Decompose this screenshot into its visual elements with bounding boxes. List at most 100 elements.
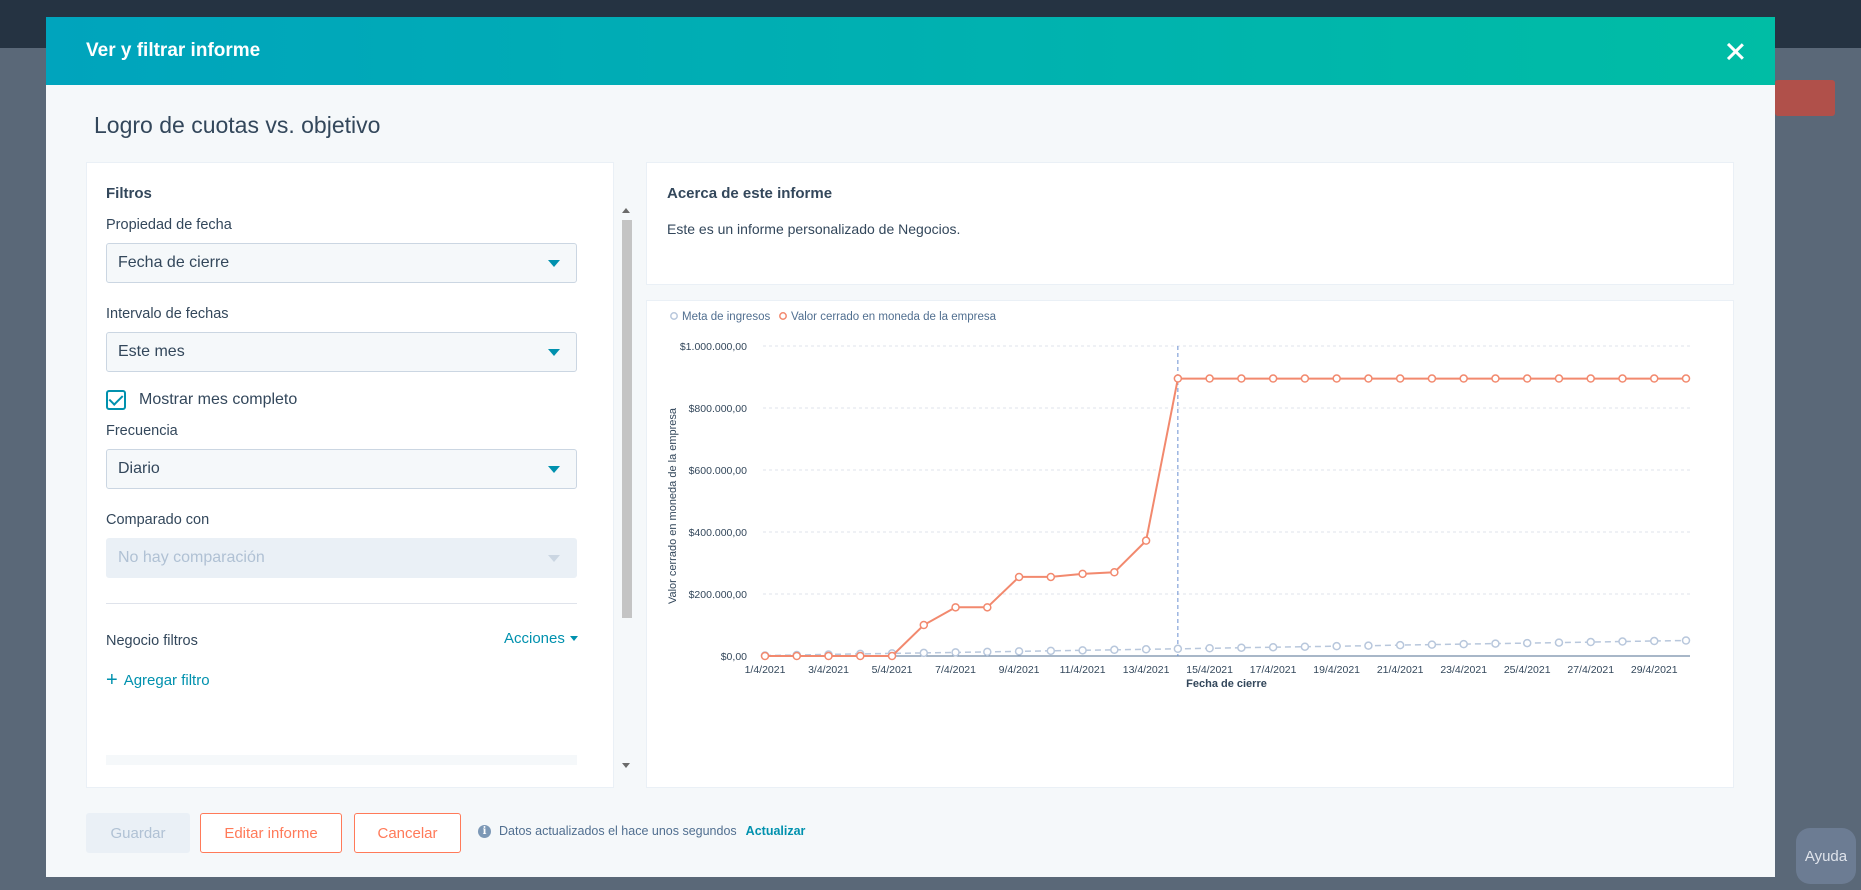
actions-dropdown[interactable]: Acciones — [504, 630, 578, 647]
data-point — [1649, 636, 1659, 646]
close-icon[interactable] — [1719, 35, 1751, 67]
y-axis-title: Valor cerrado en moneda de la empresa — [667, 407, 679, 604]
data-point — [1459, 374, 1468, 383]
data-point — [1459, 639, 1468, 649]
data-point — [824, 651, 833, 661]
data-point — [1618, 374, 1627, 383]
info-icon: i — [478, 824, 491, 838]
data-point — [1554, 374, 1564, 383]
x-tick-label: 23/4/2021 — [1440, 664, 1487, 676]
modal-title: Ver y filtrar informe — [86, 40, 261, 61]
filters-heading: Filtros — [106, 185, 152, 202]
date-property-select[interactable]: Fecha de cierre — [106, 243, 577, 283]
y-tick-label: $400.000,00 — [689, 527, 748, 539]
x-tick-label: 25/4/2021 — [1504, 664, 1551, 676]
background-button — [1775, 80, 1835, 116]
y-tick-label: $600.000,00 — [689, 465, 748, 477]
data-point — [1237, 374, 1246, 383]
data-point — [1014, 572, 1024, 582]
x-tick-label: 29/4/2021 — [1631, 664, 1678, 676]
chevron-down-icon — [548, 260, 560, 267]
data-point — [1427, 374, 1437, 383]
x-tick-label: 15/4/2021 — [1186, 664, 1233, 676]
data-point — [1332, 641, 1341, 651]
date-range-value: Este mes — [118, 343, 185, 360]
add-filter-label: Agregar filtro — [123, 671, 210, 689]
help-button[interactable]: Ayuda — [1796, 828, 1856, 884]
x-tick-label: 17/4/2021 — [1250, 664, 1297, 676]
data-point — [1173, 644, 1183, 654]
data-point — [983, 647, 992, 657]
status-bar: i Datos actualizados el hace unos segund… — [478, 824, 805, 838]
filters-panel: Filtros Propiedad de fecha Fecha de cier… — [86, 162, 633, 788]
frequency-select[interactable]: Diario — [106, 449, 577, 489]
data-point — [1268, 642, 1278, 652]
date-range-select[interactable]: Este mes — [106, 332, 577, 372]
refresh-link[interactable]: Actualizar — [745, 824, 806, 838]
full-month-checkbox-row[interactable]: Mostrar mes completo — [106, 390, 297, 410]
report-modal: Ver y filtrar informe Logro de cuotas vs… — [46, 17, 1775, 877]
y-tick-label: $1.000.000,00 — [680, 341, 747, 353]
plus-icon: + — [106, 669, 118, 691]
x-tick-label: 21/4/2021 — [1377, 664, 1424, 676]
full-month-checkbox[interactable] — [106, 390, 126, 410]
frequency-label: Frecuencia — [106, 423, 178, 439]
compare-value: No hay comparación — [118, 549, 265, 566]
data-point — [1586, 637, 1595, 647]
chevron-down-icon — [548, 466, 560, 473]
data-point — [1522, 374, 1532, 383]
data-point — [1205, 644, 1214, 653]
data-point — [887, 651, 897, 661]
scroll-down-arrow-icon[interactable] — [622, 763, 630, 768]
date-property-label: Propiedad de fecha — [106, 217, 232, 233]
data-point — [919, 620, 929, 630]
data-point — [1364, 641, 1373, 650]
date-property-value: Fecha de cierre — [118, 254, 230, 271]
divider — [106, 603, 577, 604]
line-chart: Meta de ingresos Valor cerrado en moneda … — [667, 311, 1691, 690]
save-button[interactable]: Guardar — [86, 813, 190, 853]
x-tick-label: 11/4/2021 — [1060, 664, 1106, 676]
x-axis-title: Fecha de cierre — [1186, 678, 1267, 690]
x-tick-label: 7/4/2021 — [935, 664, 976, 676]
about-panel: Acerca de este informe Este es un inform… — [646, 162, 1734, 285]
data-point — [1205, 374, 1214, 383]
series-line — [765, 377, 1686, 657]
data-point — [983, 603, 992, 612]
data-point — [792, 651, 802, 661]
caret-down-icon — [569, 636, 578, 641]
scroll-up-arrow-icon[interactable] — [622, 208, 630, 213]
compare-label: Comparado con — [106, 512, 210, 528]
data-point — [1681, 636, 1691, 645]
data-point — [919, 648, 929, 658]
chevron-down-icon — [548, 555, 560, 562]
data-point — [1491, 374, 1500, 383]
report-title: Logro de cuotas vs. objetivo — [94, 112, 381, 138]
scrollbar-thumb[interactable] — [622, 220, 632, 618]
data-point — [1427, 640, 1437, 649]
data-point — [1300, 642, 1310, 651]
modal-header: Ver y filtrar informe — [46, 17, 1775, 85]
data-point — [1681, 374, 1691, 383]
data-point — [951, 603, 960, 612]
deal-filters-label: Negocio filtros — [106, 633, 198, 649]
data-point — [1649, 374, 1659, 383]
cancel-button[interactable]: Cancelar — [354, 813, 461, 853]
edit-report-button[interactable]: Editar informe — [200, 813, 342, 853]
series-line — [764, 639, 1687, 657]
data-point — [951, 648, 960, 657]
data-point — [1141, 536, 1151, 545]
data-point — [1268, 374, 1278, 383]
panel-bottom-strip — [106, 755, 577, 765]
x-tick-label: 9/4/2021 — [999, 664, 1040, 676]
data-point — [1237, 643, 1246, 652]
x-tick-label: 13/4/2021 — [1123, 664, 1170, 676]
chart-panel: Meta de ingresos Valor cerrado en moneda … — [646, 300, 1734, 788]
date-range-label: Intervalo de fechas — [106, 306, 229, 322]
data-point — [1618, 637, 1627, 646]
data-point — [1491, 639, 1500, 648]
add-filter-button[interactable]: + Agregar filtro — [106, 670, 210, 690]
data-point — [1078, 646, 1087, 655]
x-tick-label: 5/4/2021 — [872, 664, 913, 676]
data-point — [760, 651, 770, 661]
